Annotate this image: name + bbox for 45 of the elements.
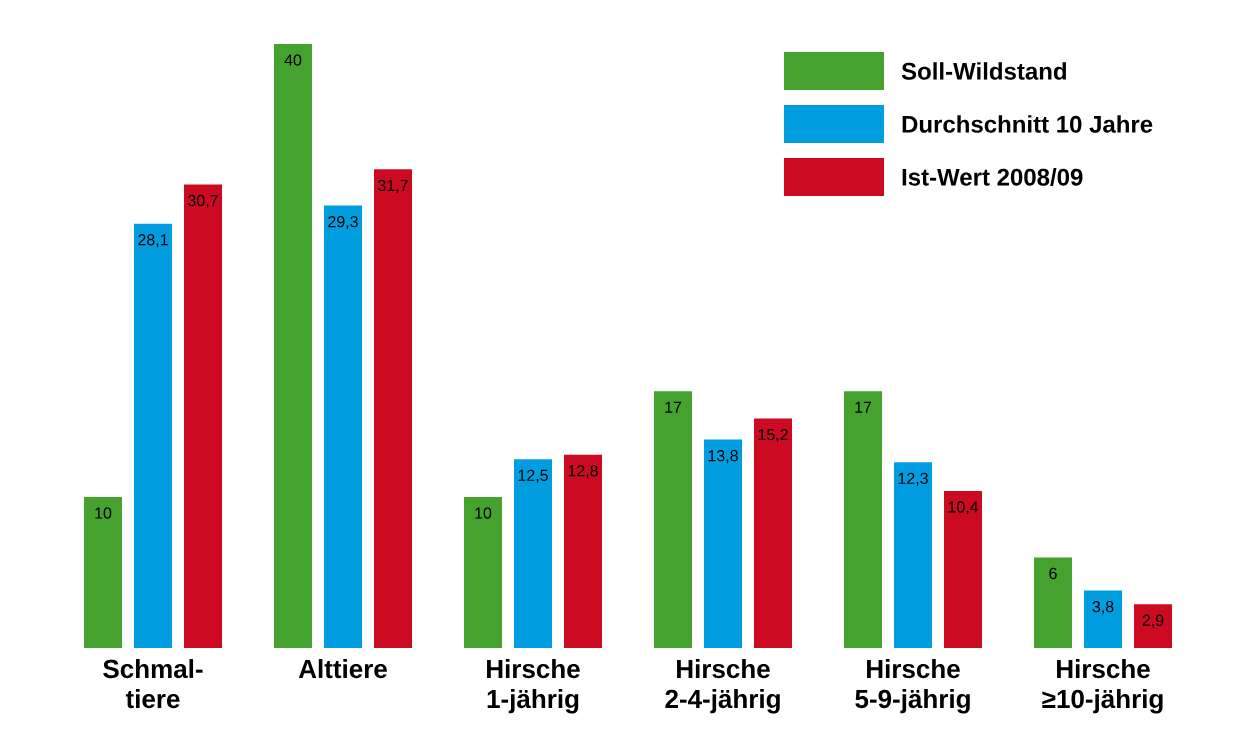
bar [134, 223, 172, 648]
bar [894, 462, 933, 648]
x-tick-label: Hirsche 2-4-jährig [665, 659, 780, 714]
data-label: 10 [95, 507, 112, 519]
x-tick-label: Hirsche ≥10-jährig [1042, 659, 1163, 714]
data-label: 40 [284, 54, 302, 66]
data-label: 15,2 [758, 428, 788, 443]
x-tick-label: Schmal-tiere [103, 659, 203, 709]
bar [1084, 590, 1123, 648]
data-label: 28,1 [138, 234, 168, 248]
bar [704, 439, 743, 648]
bar [464, 497, 503, 648]
data-label: 12,8 [568, 465, 598, 479]
data-label: 17 [665, 401, 682, 413]
legend-label: Soll-Wildstand [901, 62, 1066, 80]
bar [374, 169, 413, 648]
bar [564, 454, 603, 648]
data-label: 13,8 [708, 450, 738, 464]
data-label: 10,4 [948, 501, 979, 515]
x-tick-label: Alttiere [298, 659, 387, 679]
data-label: 3,8 [1092, 601, 1114, 615]
legend-label: Durchschnitt 10 Jahre [902, 115, 1153, 133]
data-label: 17 [855, 401, 872, 413]
x-tick-label: Hirsche 1-jährig [487, 659, 580, 714]
bar [944, 490, 983, 648]
data-label: 12,3 [898, 472, 928, 486]
bar [654, 391, 693, 648]
data-label: 29,3 [328, 215, 358, 230]
bar [274, 44, 312, 648]
data-label: 10 [475, 507, 492, 519]
bar [324, 205, 362, 648]
bar [844, 391, 883, 648]
bar [514, 459, 553, 648]
data-label: 30,7 [188, 194, 218, 209]
data-label: 6 [1049, 567, 1057, 580]
bar [184, 184, 222, 648]
bar [84, 497, 122, 648]
data-label: 12,5 [518, 469, 548, 483]
bar [1034, 557, 1073, 648]
bar [1134, 604, 1173, 648]
legend-label: Ist-Wert 2008/09 [902, 168, 1083, 186]
data-label: 2,9 [1142, 614, 1164, 628]
x-tick-label: Hirsche 5-9-jährig [855, 659, 970, 714]
bar [754, 418, 793, 648]
data-label: 31,7 [378, 179, 408, 193]
